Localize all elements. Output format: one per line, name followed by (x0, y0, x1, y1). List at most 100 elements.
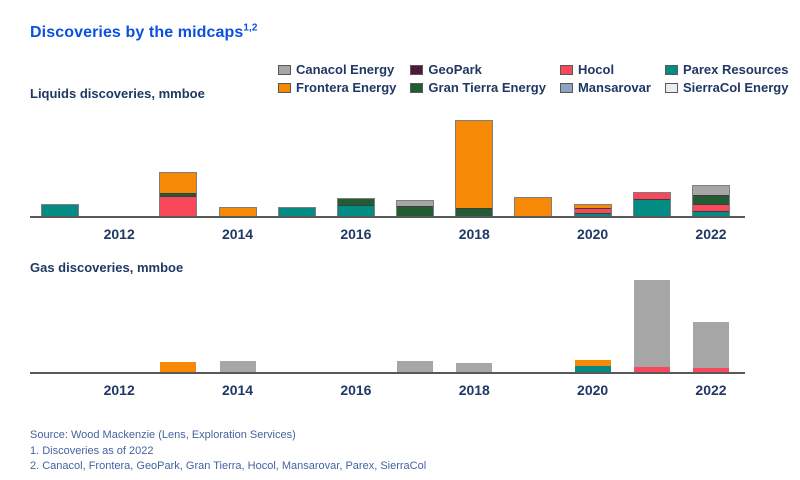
legend-swatch-hocol (559, 64, 573, 75)
legend-item-parex-resources: Parex Resources (664, 62, 789, 77)
bar-segment-frontera-energy (456, 120, 493, 209)
bar-segment-parex-resources (574, 366, 611, 372)
bar-segment-parex-resources (633, 198, 670, 216)
legend-item-sierracol-energy: SierraCol Energy (664, 80, 789, 95)
bar-segment-frontera-energy (160, 361, 197, 372)
page-title-text: Discoveries by the midcaps (30, 24, 244, 41)
bar-2018 (456, 362, 493, 372)
bar-segment-hocol (633, 367, 670, 372)
source-line: Source: Wood Mackenzie (Lens, Exploratio… (30, 429, 296, 441)
x-tick-2014: 2014 (221, 226, 254, 242)
footnote-2: 2. Canacol, Frontera, GeoPark, Gran Tier… (30, 460, 427, 472)
legend-swatch-parex-resources (664, 64, 678, 75)
bar-2014 (218, 207, 257, 216)
legend-label-frontera-energy: Frontera Energy (296, 80, 397, 95)
bar-segment-frontera-energy (160, 173, 197, 194)
legend-item-canacol-energy: Canacol Energy (278, 62, 396, 77)
bar-segment-gran-tierra-energy (397, 205, 434, 216)
bar-segment-frontera-energy (574, 359, 611, 367)
page-title-footnote-refs: 1,2 (243, 22, 258, 34)
x-tick-2020: 2020 (577, 226, 609, 242)
legend-swatch-geopark (410, 64, 424, 75)
x-tick-2022: 2022 (695, 226, 727, 242)
gas-chart-title: Gas discoveries, mmboe (30, 260, 184, 275)
x-tick-2012: 2012 (103, 382, 135, 398)
gas-chart-plot (30, 274, 745, 374)
bar-2019 (514, 196, 553, 216)
legend-label-geopark: GeoPark (428, 62, 482, 77)
liquids-x-axis-labels: 2012 2014 2016 2018 2020 2022 (30, 226, 745, 246)
legend-swatch-frontera-energy (278, 82, 291, 93)
x-tick-2018: 2018 (458, 226, 490, 242)
bar-2020 (574, 359, 611, 372)
liquids-chart-plot (30, 116, 745, 218)
bar-2017 (397, 360, 434, 372)
legend-label-mansarovar: Mansarovar (577, 80, 651, 95)
bar-2022 (693, 321, 729, 372)
bar-2020 (573, 204, 612, 216)
bar-segment-parex-resources (42, 204, 78, 216)
bar-segment-canacol-energy (397, 360, 434, 372)
x-tick-2018: 2018 (458, 382, 490, 398)
bar-segment-gran-tierra-energy (693, 195, 729, 204)
bar-2021 (633, 279, 670, 372)
bar-segment-canacol-energy (633, 279, 670, 368)
x-tick-2020: 2020 (577, 382, 609, 398)
legend-label-canacol-energy: Canacol Energy (296, 62, 395, 77)
x-tick-2022: 2022 (695, 382, 727, 398)
bar-2021 (632, 192, 671, 216)
legend-swatch-sierracol-energy (664, 82, 678, 93)
bar-segment-parex-resources (278, 208, 315, 216)
bar-segment-frontera-energy (515, 197, 552, 216)
legend-item-gran-tierra-energy: Gran Tierra Energy (410, 80, 546, 95)
bar-segment-canacol-energy (456, 362, 493, 372)
footnote-1: 1. Discoveries as of 2022 (30, 444, 154, 457)
bar-segment-gran-tierra-energy (456, 208, 493, 216)
bar-2022 (692, 184, 730, 216)
legend-label-parex-resources: Parex Resources (682, 62, 789, 77)
liquids-chart-title: Liquids discoveries, mmboe (30, 86, 205, 101)
bar-segment-hocol (693, 203, 729, 212)
x-tick-2014: 2014 (221, 382, 254, 398)
legend-item-mansarovar: Mansarovar (559, 80, 651, 95)
legend-label-sierracol-energy: SierraCol Energy (682, 80, 789, 95)
bar-segment-canacol-energy (397, 200, 434, 206)
bar-segment-frontera-energy (574, 205, 611, 209)
bar-2018 (455, 119, 494, 216)
bar-segment-frontera-energy (219, 208, 256, 216)
legend-item-frontera-energy: Frontera Energy (278, 80, 396, 95)
legend-swatch-gran-tierra-energy (410, 82, 424, 93)
bar-segment-gran-tierra-energy (337, 198, 374, 205)
bar-segment-hocol (633, 193, 670, 199)
gas-x-axis-labels: 2012 2014 2016 2018 2020 2022 (30, 382, 745, 402)
chart-legend: Canacol Energy Frontera Energy GeoPark Gran… (278, 62, 788, 95)
bar-segment-canacol-energy (693, 321, 729, 369)
bar-segment-hocol (693, 368, 729, 372)
bar-segment-canacol-energy (219, 360, 256, 372)
legend-item-hocol: Hocol (559, 62, 651, 77)
bar-segment-parex-resources (693, 211, 729, 216)
bar-2017 (396, 199, 435, 216)
bar-2011 (41, 203, 79, 216)
x-tick-2012: 2012 (103, 226, 135, 242)
bar-segment-parex-resources (337, 204, 374, 216)
legend-swatch-mansarovar (559, 82, 573, 93)
bar-2016 (336, 197, 375, 216)
bar-segment-hocol (160, 196, 197, 216)
footnotes: Source: Wood Mackenzie (Lens, Exploratio… (30, 428, 426, 475)
legend-item-geopark: GeoPark (410, 62, 546, 77)
x-tick-2016: 2016 (340, 226, 372, 242)
x-tick-2016: 2016 (340, 382, 372, 398)
legend-label-hocol: Hocol (577, 62, 615, 77)
bar-segment-hocol (574, 208, 611, 214)
page-title: Discoveries by the midcaps1,2 (30, 22, 258, 42)
legend-swatch-canacol-energy (278, 64, 291, 75)
bar-2014 (219, 360, 256, 372)
bar-segment-gran-tierra-energy (160, 193, 197, 196)
bar-segment-canacol-energy (693, 185, 729, 196)
legend-label-gran-tierra-energy: Gran Tierra Energy (428, 80, 546, 95)
bar-2013 (159, 172, 198, 216)
bar-2013 (160, 361, 197, 372)
bar-2015 (277, 207, 316, 216)
